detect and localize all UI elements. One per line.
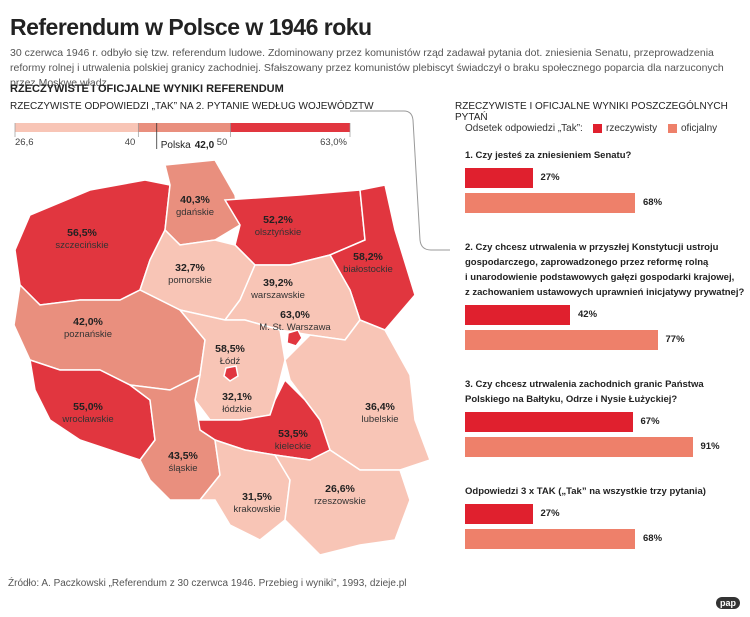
scale-segment xyxy=(230,123,350,132)
region-name: olsztyńskie xyxy=(255,227,301,238)
region-name: M. St. Warszawa xyxy=(259,322,331,333)
scale-tick-label: 40 xyxy=(125,137,136,148)
region-value: 40,3% xyxy=(180,194,210,206)
value-label: 42% xyxy=(578,309,598,320)
region-name: śląskie xyxy=(168,463,197,474)
bar xyxy=(465,529,635,549)
region-value: 58,5% xyxy=(215,343,245,355)
bar xyxy=(465,437,693,457)
region-name: warszawskie xyxy=(250,290,305,301)
scale-tick-label: 26,6 xyxy=(15,137,34,148)
region-value: 32,7% xyxy=(175,262,205,274)
region xyxy=(273,449,411,556)
legend-label: oficjalny xyxy=(681,123,718,134)
region-name: pomorskie xyxy=(168,275,212,286)
region-value: 55,0% xyxy=(73,401,103,413)
region-name: łódzkie xyxy=(222,404,252,415)
legend-title: Odsetek odpowiedzi „Tak”: xyxy=(465,123,583,134)
region-name: Łódź xyxy=(220,356,241,367)
region-name: kieleckie xyxy=(275,441,311,452)
region-value: 58,2% xyxy=(353,251,383,263)
region-name: białostockie xyxy=(343,264,393,275)
region-value: 36,4% xyxy=(365,401,395,413)
region xyxy=(223,365,239,382)
map-title: RZECZYWISTE ODPOWIEDZI „TAK” NA 2. PYTAN… xyxy=(10,101,374,112)
national-value: 42,0 xyxy=(195,140,215,151)
question: 1. Czy jesteś za zniesieniem Senatu? xyxy=(465,150,632,161)
legend-swatch xyxy=(668,124,677,133)
value-label: 68% xyxy=(643,533,663,544)
region-value: 42,0% xyxy=(73,316,103,328)
region-name: rzeszowskie xyxy=(314,496,366,507)
value-label: 77% xyxy=(665,334,685,345)
section-title: RZECZYWISTE I OFICJALNE WYNIKI REFERENDU… xyxy=(10,83,284,95)
legend-label: rzeczywisty xyxy=(606,123,658,134)
title: Referendum w Polsce w 1946 roku xyxy=(10,14,372,40)
subtitle: 30 czerwca 1946 r. odbyło się tzw. refer… xyxy=(10,47,724,89)
region-value: 63,0% xyxy=(280,309,310,321)
bar xyxy=(465,330,658,350)
scale-segment xyxy=(15,123,139,132)
connector xyxy=(350,110,450,251)
bar xyxy=(465,193,635,213)
region-name: poznańskie xyxy=(64,329,112,340)
value-label: 67% xyxy=(640,416,660,427)
value-label: 91% xyxy=(700,441,720,452)
value-label: 27% xyxy=(540,172,560,183)
legend-swatch xyxy=(593,124,602,133)
region-name: gdańskie xyxy=(176,207,214,218)
region-value: 43,5% xyxy=(168,450,198,462)
source: Źródło: A. Paczkowski „Referendum z 30 c… xyxy=(8,578,407,589)
scale-tick-label: 50 xyxy=(217,137,228,148)
region-name: szczecińskie xyxy=(55,240,108,251)
bar xyxy=(465,168,533,188)
scale-tick-label: 63,0% xyxy=(320,137,347,148)
region-value: 53,5% xyxy=(278,428,308,440)
region-value: 26,6% xyxy=(325,483,355,495)
bar-title: RZECZYWISTE I OFICJALNE WYNIKI POSZCZEGÓ… xyxy=(455,101,728,123)
bar xyxy=(465,504,533,524)
region xyxy=(198,438,291,541)
region-value: 56,5% xyxy=(67,227,97,239)
logo: pap xyxy=(715,597,740,609)
region xyxy=(286,329,303,347)
question: 3. Czy chcesz utrwalenia zachodnich gran… xyxy=(465,379,704,405)
bar xyxy=(465,412,633,432)
bar xyxy=(465,305,570,325)
question: 2. Czy chcesz utrwalenia w przyszłej Kon… xyxy=(465,242,745,298)
region-name: wrocławskie xyxy=(61,414,113,425)
national-name: Polska xyxy=(161,140,191,151)
region-value: 31,5% xyxy=(242,491,272,503)
region-value: 32,1% xyxy=(222,391,252,403)
question: Odpowiedzi 3 x TAK („Tak” na wszystkie t… xyxy=(465,486,706,497)
scale-segment xyxy=(138,123,231,132)
region-value: 39,2% xyxy=(263,277,293,289)
value-label: 27% xyxy=(540,508,560,519)
region-name: lubelskie xyxy=(362,414,399,425)
value-label: 68% xyxy=(643,197,663,208)
region-name: krakowskie xyxy=(234,504,281,515)
region-value: 52,2% xyxy=(263,214,293,226)
national-label: Polska 42,0 xyxy=(161,140,215,151)
